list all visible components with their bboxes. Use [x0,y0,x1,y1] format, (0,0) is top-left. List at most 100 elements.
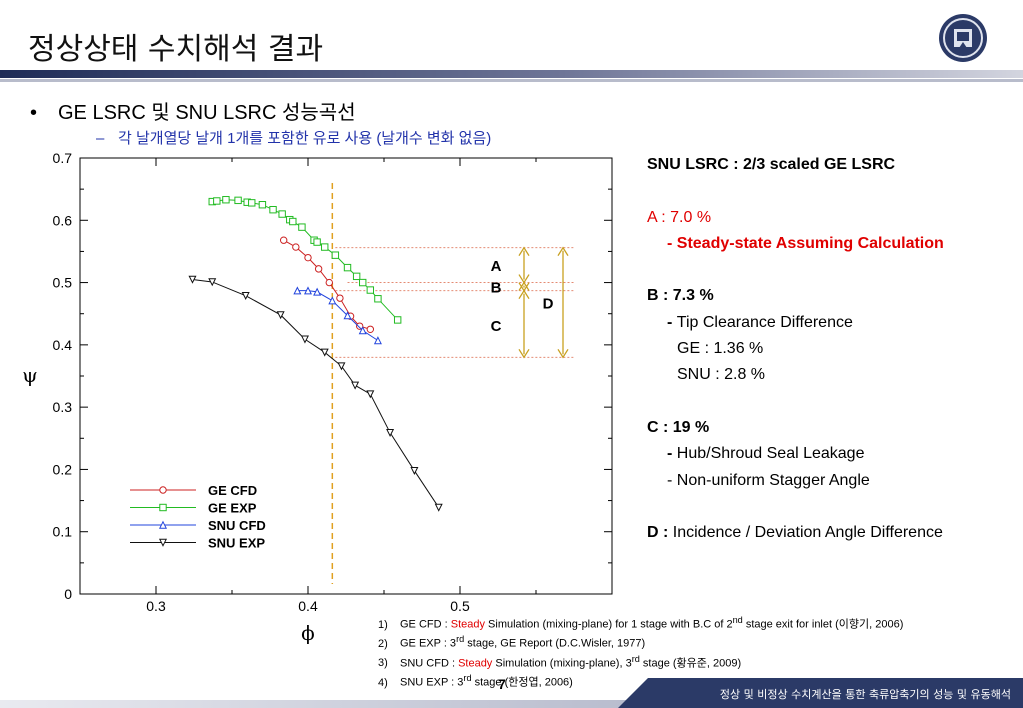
arrow-d-head-top [557,246,569,257]
reference-pre: GE CFD : [400,618,451,631]
data-point-ge-exp [234,196,242,205]
reference-num: 3) [378,657,388,670]
arrow-c [518,289,530,359]
data-point-ge-exp [258,201,267,209]
legend-marker-snu-cfd [158,520,168,529]
annotation-a: A [491,258,502,275]
data-point-snu-exp [320,348,329,357]
reference-num: 1) [378,618,388,631]
reference-red: Steady [450,618,485,631]
data-point-snu-exp [366,390,375,399]
note-b: B : 7.3 % [647,287,714,305]
reference-item: 2) GE EXP : 3rd stage, GE Report (D.C.Wis… [378,632,903,651]
data-point-ge-cfd [304,253,312,262]
data-point-snu-cfd [313,287,322,296]
series-line-snu-exp [192,278,440,508]
x-tick-label: 0.3 [146,598,166,614]
y-tick-label: 0.7 [53,150,73,166]
series-line-ge-exp [212,199,399,321]
y-tick-label: 0.4 [53,337,73,353]
note-b-ge: GE : 1.36 % [677,340,764,358]
data-point-ge-exp [222,196,230,204]
reference-num: 4) [378,676,388,689]
reference-num: 2) [378,638,388,651]
legend-label-ge-cfd: GE CFD [208,483,257,498]
data-point-snu-exp [300,335,309,344]
reference-post: Simulation (mixing-plane), 3 [492,657,632,670]
data-point-snu-cfd [328,296,337,305]
arrow-d [557,246,569,359]
analysis-notes: SNU LSRC : 2/3 scaled GE LSRC A : 7.0 % … [647,152,944,546]
data-point-snu-cfd [303,286,313,295]
reference-item: 3) SNU CFD : Steady Simulation (mixing-pl… [378,652,903,671]
data-point-snu-cfd [293,286,302,295]
data-point-ge-exp [331,251,340,259]
note-a-detail: - Steady-state Assuming Calculation [667,234,944,252]
arrow-a [518,246,530,284]
data-point-ge-cfd [314,265,323,273]
note-d-text: Incidence / Deviation Angle Difference [672,524,943,542]
note-b-dash: - [667,313,677,331]
arrow-b-head-top [518,281,530,291]
references: 1) GE CFD : Steady Simulation (mixing-pla… [378,613,903,690]
y-tick-label: 0.5 [53,275,73,291]
data-point-snu-exp [410,466,419,475]
bullet-level2-text: 각 날개열당 날개 1개를 포함한 유로 사용 (날개수 변화 없음) [118,130,492,147]
reference-sup: rd [456,634,465,645]
university-emblem [939,14,987,62]
data-point-snu-exp [434,503,443,512]
note-c-detail1: - Hub/Shroud Seal Leakage [647,441,944,467]
y-tick-label: 0.3 [53,399,73,415]
data-point-ge-cfd [292,243,300,251]
annotation-c: C [491,318,502,335]
data-point-ge-exp [269,205,277,214]
note-a: A : 7.0 % [647,208,712,226]
legend-label-ge-exp: GE EXP [208,501,257,516]
slide-title: 정상상태 수치해석 결과 [28,32,324,67]
note-d: D : Incidence / Deviation Angle Differen… [647,520,944,546]
y-axis-label: ψ [22,363,38,387]
data-point-snu-cfd [373,336,382,345]
reference-post: Simulation (mixing-plane) for 1 stage wi… [484,618,733,631]
reference-tail: stage (황유준, 2009) [639,657,742,670]
bullet-level1-text: GE LSRC 및 SNU LSRC 성능곡선 [58,102,356,124]
x-axis-label: ϕ [301,621,315,645]
reference-sup: rd [631,653,640,664]
arrow-c-head-bottom [518,348,530,359]
annotation-b: B [491,279,502,296]
footer-text: 정상 및 비정상 수치계산을 통한 축류압축기의 성능 및 유동해석 [719,688,1011,701]
note-c-detail2: - Non-uniform Stagger Angle [667,471,870,489]
data-point-snu-cfd [343,311,352,320]
data-point-ge-exp [321,243,329,251]
arrow-a-head-top [518,246,530,257]
data-point-ge-cfd [325,278,333,287]
annotation-d: D [543,296,554,313]
y-tick-label: 0.6 [53,212,73,228]
reference-item: 4) SNU EXP : 3rd stage (한정엽, 2006) [378,671,903,690]
legend-label-snu-cfd: SNU CFD [208,518,266,533]
legend-marker-ge-cfd [159,486,167,494]
data-point-ge-cfd [366,325,375,333]
data-point-snu-exp [351,381,360,390]
data-point-snu-exp [208,278,217,287]
bullet-level2: – 각 날개열당 날개 1개를 포함한 유로 사용 (날개수 변화 없음) [96,127,491,148]
reference-item: 1) GE CFD : Steady Simulation (mixing-pla… [378,613,903,632]
data-point-snu-exp [188,275,197,284]
title-underline-bar [0,70,1023,82]
arrow-c-head-top [518,289,530,300]
footer-bar [0,678,1023,708]
note-b-detail: - Tip Clearance Difference [647,310,944,336]
x-tick-label: 0.5 [450,598,470,614]
bullet-level1: • GE LSRC 및 SNU LSRC 성능곡선 [30,96,356,125]
performance-chart: 0 0.1 0.2 0.3 0.4 0.5 0.6 0.7 0.3 0.4 0.5 ϕ ψ AB C D GE … [22,150,613,645]
legend-marker-ge-exp [159,503,167,512]
note-c: C : 19 % [647,418,710,436]
data-point-ge-exp [366,286,375,294]
note-b-detail-text: Tip Clearance Difference [676,313,853,331]
note-d-label: D : [647,524,673,542]
data-point-ge-exp [298,223,306,231]
legend-marker-snu-exp [158,538,168,547]
legend-label-snu-exp: SNU EXP [208,536,265,551]
reference-tail: stage, GE Report (D.C.Wisler, 1977) [464,638,646,651]
y-tick-label: 0 [64,586,72,602]
